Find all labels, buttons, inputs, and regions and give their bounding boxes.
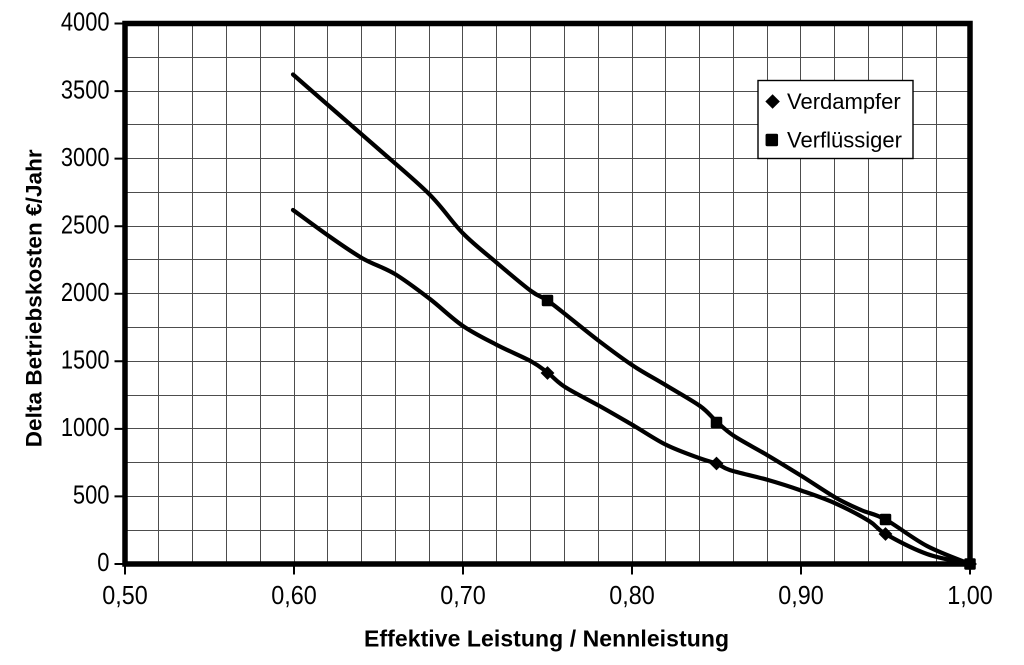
- svg-text:0,90: 0,90: [778, 582, 824, 610]
- svg-text:Delta Betriebskosten €/Jahr: Delta Betriebskosten €/Jahr: [22, 149, 47, 447]
- svg-text:2500: 2500: [61, 211, 110, 239]
- svg-text:Effektive Leistung / Nennleist: Effektive Leistung / Nennleistung: [364, 626, 729, 652]
- svg-text:1500: 1500: [61, 347, 110, 375]
- svg-text:Verflüssiger: Verflüssiger: [787, 128, 902, 153]
- svg-text:3000: 3000: [61, 144, 110, 172]
- svg-text:0,60: 0,60: [271, 582, 317, 610]
- svg-text:2000: 2000: [61, 279, 110, 307]
- svg-text:1000: 1000: [61, 414, 110, 442]
- svg-text:500: 500: [73, 482, 110, 510]
- svg-text:0,70: 0,70: [440, 582, 486, 610]
- svg-text:3500: 3500: [61, 76, 110, 104]
- svg-text:Verdampfer: Verdampfer: [787, 89, 901, 114]
- svg-text:0,50: 0,50: [102, 582, 148, 610]
- svg-text:0: 0: [97, 549, 109, 577]
- svg-text:4000: 4000: [61, 9, 110, 37]
- svg-text:1,00: 1,00: [947, 582, 993, 610]
- svg-text:0,80: 0,80: [609, 582, 655, 610]
